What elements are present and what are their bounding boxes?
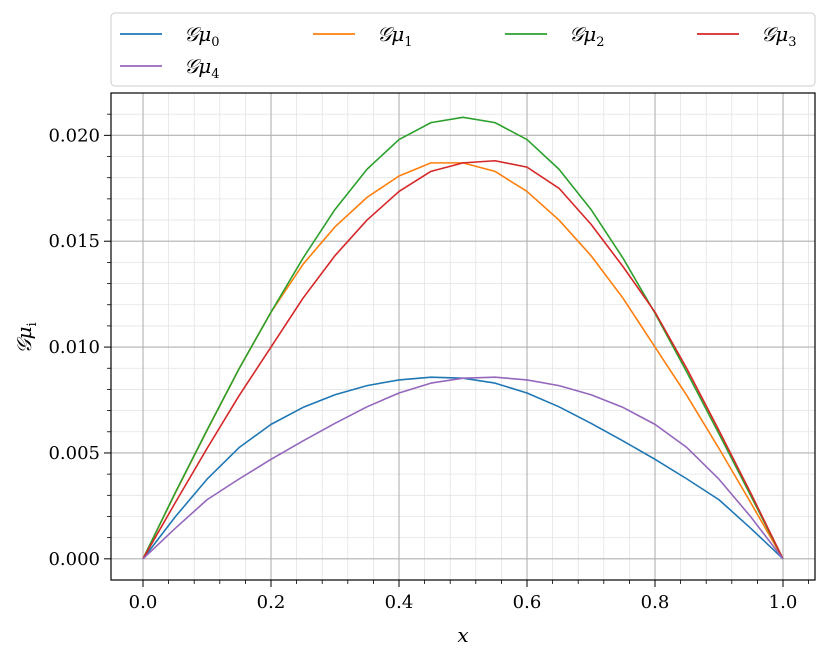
- series-line-4: [142, 376, 784, 560]
- grid: [111, 93, 815, 580]
- plot-frame: [110, 92, 816, 581]
- y-axis-label-sub: i: [25, 322, 40, 326]
- legend: 𝒢μ0 𝒢μ1 𝒢μ2 𝒢μ3 𝒢μ4: [110, 12, 816, 87]
- legend-label-0: 𝒢μ0: [184, 22, 220, 50]
- x-tick-label: 0.8: [641, 592, 670, 613]
- y-tick-label: 0.015: [48, 231, 100, 252]
- series-line-1: [142, 162, 784, 560]
- svg-text:𝒢μi: 𝒢μi: [12, 322, 40, 353]
- series-line-3: [142, 159, 784, 560]
- series-line-2: [142, 116, 784, 560]
- x-tick-label: 0.2: [257, 592, 286, 613]
- x-tick-label: 1.0: [769, 592, 798, 613]
- y-axis-label: 𝒢μi: [12, 322, 40, 353]
- series-line-0: [142, 376, 784, 560]
- series-layer: [142, 116, 784, 560]
- y-tick-label: 0.005: [48, 443, 100, 464]
- x-tick-label: 0.4: [385, 592, 414, 613]
- ticks: [104, 113, 809, 587]
- x-tick-label: 0.6: [513, 592, 542, 613]
- x-axis-label: x: [457, 623, 468, 647]
- legend-label-4: 𝒢μ4: [184, 54, 220, 82]
- legend-label-3: 𝒢μ3: [761, 22, 797, 50]
- y-tick-label: 0.000: [48, 549, 100, 570]
- x-tick-label: 0.0: [129, 592, 158, 613]
- y-axis-label-main: 𝒢μ: [12, 326, 36, 353]
- legend-frame: [110, 12, 816, 87]
- legend-label-1: 𝒢μ1: [377, 22, 413, 50]
- tick-labels: 0.0 0.2 0.4 0.6 0.8 1.0 0.000 0.005 0.010 0.015 0.…: [48, 125, 797, 613]
- y-tick-label: 0.010: [48, 337, 100, 358]
- legend-label-2: 𝒢μ2: [569, 22, 605, 50]
- y-tick-label: 0.020: [48, 125, 100, 146]
